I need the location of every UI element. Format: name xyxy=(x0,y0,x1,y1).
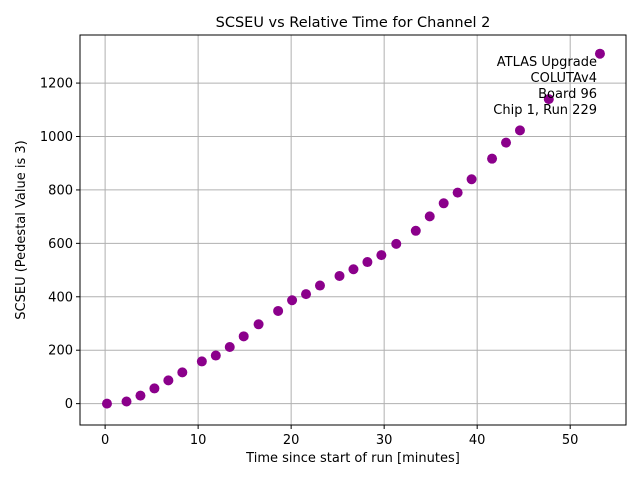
data-point xyxy=(238,331,249,342)
annotation-line-2: COLUTAv4 xyxy=(531,71,597,86)
run-annotation: ATLAS Upgrade COLUTAv4 Board 96 Chip 1, … xyxy=(493,55,597,118)
y-tick-label: 800 xyxy=(48,183,73,198)
y-tick-label: 200 xyxy=(48,344,73,359)
data-point xyxy=(391,238,402,249)
annotation-line-1: ATLAS Upgrade xyxy=(497,55,597,70)
data-point xyxy=(101,398,112,409)
data-point xyxy=(438,198,449,209)
data-point xyxy=(314,280,325,291)
data-point xyxy=(224,342,235,352)
data-point xyxy=(348,264,359,275)
plot-frame xyxy=(79,34,627,426)
data-point xyxy=(177,367,188,378)
data-point xyxy=(210,350,221,361)
data-point xyxy=(287,295,298,306)
data-point xyxy=(121,396,132,407)
x-tick-label: 20 xyxy=(283,433,300,448)
x-axis-label: Time since start of run [minutes] xyxy=(245,451,460,466)
chart-title: SCSEU vs Relative Time for Channel 2 xyxy=(216,15,491,31)
x-tick-label: 50 xyxy=(562,433,579,448)
y-tick-label: 400 xyxy=(48,290,73,305)
data-point xyxy=(501,137,512,148)
data-point xyxy=(376,250,387,261)
data-point xyxy=(487,153,498,164)
x-tick-label: 0 xyxy=(101,433,109,448)
y-tick-label: 600 xyxy=(48,237,73,252)
x-tick-label: 40 xyxy=(469,433,486,448)
data-point xyxy=(273,305,284,316)
data-point xyxy=(410,225,421,236)
data-point xyxy=(196,356,207,367)
data-point xyxy=(301,289,312,300)
data-point xyxy=(334,270,345,281)
y-tick-label: 1000 xyxy=(40,130,73,145)
data-point xyxy=(253,319,264,330)
annotation-line-4: Chip 1, Run 229 xyxy=(493,103,597,118)
data-point xyxy=(362,257,373,268)
data-point xyxy=(466,174,477,185)
data-point xyxy=(514,125,525,136)
grid-lines xyxy=(80,35,626,425)
x-tick-label: 10 xyxy=(190,433,207,448)
x-tick-label: 30 xyxy=(376,433,393,448)
y-tick-label: 0 xyxy=(65,397,73,412)
data-point xyxy=(135,390,146,401)
axis-ticks: 0 10 20 30 40 50 0 200 400 600 800 1000 1200 xyxy=(40,77,579,448)
data-point xyxy=(452,187,463,198)
y-axis-label: SCSEU (Pedestal Value is 3) xyxy=(14,140,29,319)
data-point xyxy=(163,375,174,386)
annotation-line-3: Board 96 xyxy=(538,87,597,102)
data-point xyxy=(424,211,435,222)
data-point xyxy=(543,94,554,105)
data-point xyxy=(594,48,605,59)
y-tick-label: 1200 xyxy=(40,77,73,92)
data-point xyxy=(149,383,160,394)
data-points xyxy=(101,48,605,409)
